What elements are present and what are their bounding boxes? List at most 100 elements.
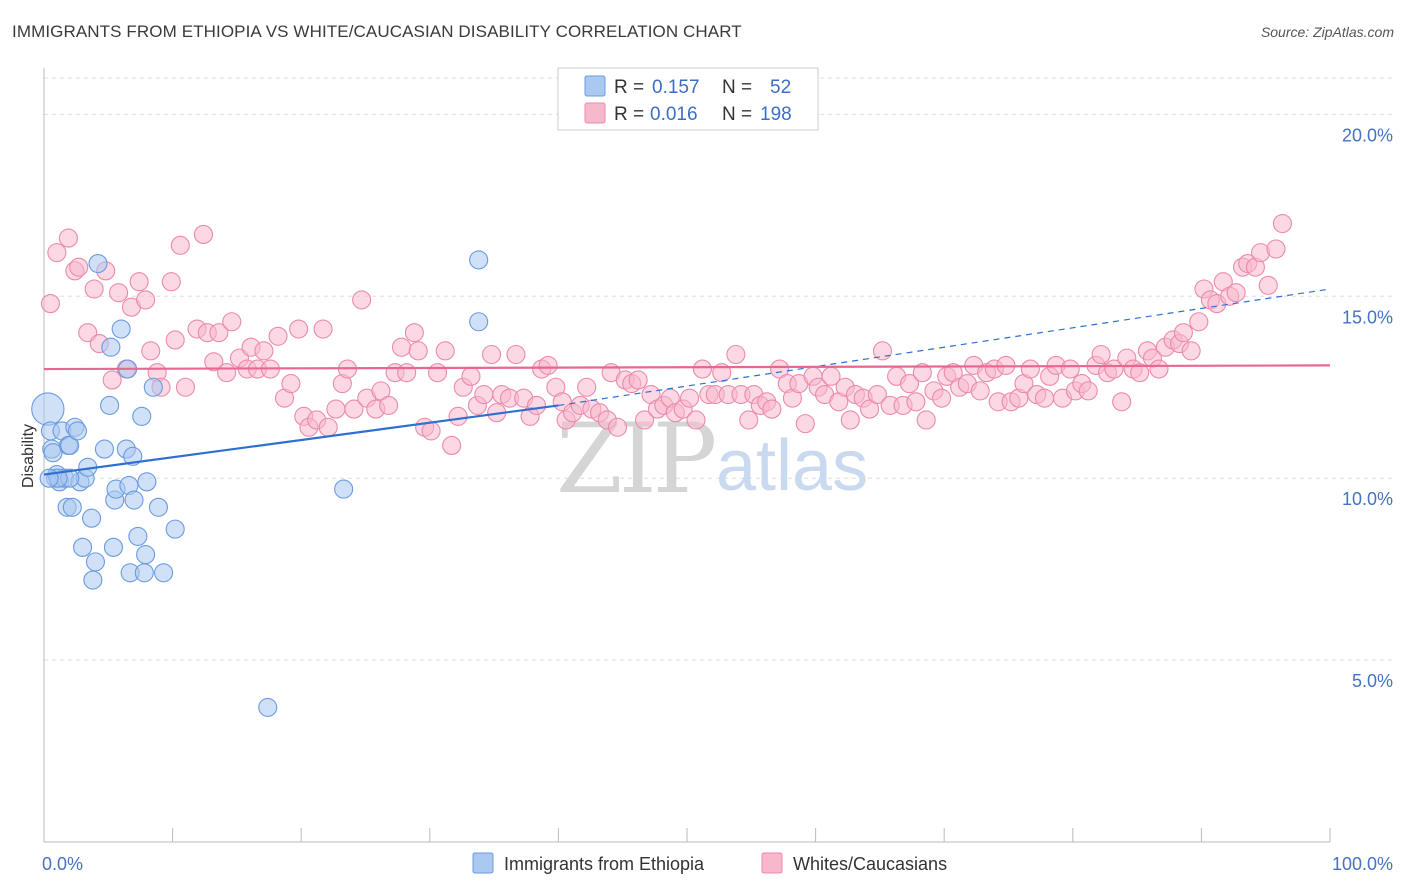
point-white-caucasian [69,257,89,277]
point-white-caucasian [318,417,338,437]
point-ethiopia [111,319,131,339]
point-ethiopia [469,250,489,270]
y-tick-label: 5.0% [1352,671,1393,691]
point-white-caucasian [222,312,242,332]
point-white-caucasian [635,410,655,430]
legend: R = 0.157 N = 52 R = 0.016 N = 198 [557,67,819,131]
point-ethiopia [85,552,105,572]
point-ethiopia [88,253,108,274]
point-white-caucasian [170,235,190,255]
point-white-caucasian [408,341,428,361]
point-ethiopia [124,490,144,510]
point-ethiopia [136,545,156,565]
point-white-caucasian [427,363,448,383]
point-white-caucasian [1226,283,1246,303]
y-tick-label: 10.0% [1342,489,1393,509]
legend-r-value-pink: 0.016 [650,104,698,125]
bottom-legend-label-blue: Immigrants from Ethiopia [504,854,705,874]
point-white-caucasian [102,370,122,390]
legend-n-label-pink: N = [722,104,752,125]
point-white-caucasian [136,290,156,310]
trend-line-ethiopia [43,404,559,476]
trend-line-white-caucasian [43,364,1331,371]
legend-n-value-pink: 198 [760,104,792,125]
point-white-caucasian [899,374,920,394]
point-white-caucasian [916,410,936,430]
point-white-caucasian [352,290,372,310]
point-ethiopia [39,468,59,488]
point-white-caucasian [84,279,104,299]
bottom-legend-label-pink: Whites/Caucasians [793,854,947,874]
point-white-caucasian [538,355,558,375]
point-ethiopia [101,337,121,357]
point-ethiopia [134,563,154,583]
point-ethiopia [123,446,143,466]
bottom-legend-swatch-blue [472,852,494,874]
point-ethiopia [137,472,157,492]
point-white-caucasian [1091,344,1111,365]
point-white-caucasian [474,384,494,405]
watermark-atlas: atlas [716,426,868,506]
point-ethiopia [148,497,169,517]
legend-n-label-blue: N = [722,77,752,98]
point-ethiopia [94,439,114,459]
point-white-caucasian [1112,392,1132,412]
point-white-caucasian [391,337,412,357]
point-white-caucasian [1181,341,1201,361]
point-white-caucasian [47,243,67,263]
point-white-caucasian [1020,359,1040,379]
watermark: ZIP atlas [556,403,868,515]
point-white-caucasian [686,410,706,430]
point-white-caucasian [204,352,224,372]
point-ethiopia [62,497,82,517]
point-white-caucasian [506,344,526,365]
point-white-caucasian [1034,388,1055,408]
point-ethiopia [73,537,93,557]
point-white-caucasian [1266,239,1286,259]
point-white-caucasian [313,319,333,339]
point-white-caucasian [762,399,782,419]
chart-source: Source: ZipAtlas.com [1260,24,1394,40]
point-white-caucasian [281,374,301,394]
point-ethiopia [143,377,163,397]
point-white-caucasian [161,272,181,292]
point-white-caucasian [867,384,887,405]
point-white-caucasian [129,272,149,292]
point-white-caucasian [628,370,648,390]
point-white-caucasian [209,323,229,343]
legend-swatch-pink [584,102,606,124]
point-white-caucasian [840,410,860,430]
point-white-caucasian [379,395,399,415]
y-tick-label: 15.0% [1342,307,1393,327]
point-ethiopia [334,479,354,499]
point-white-caucasian [1130,363,1150,383]
bottom-legend: Immigrants from Ethiopia Whites/Caucasia… [472,852,947,874]
point-ethiopia [132,406,152,426]
point-white-caucasian [254,341,274,361]
point-ethiopia [82,508,102,528]
point-white-caucasian [175,377,196,397]
point-white-caucasian [1272,213,1292,234]
point-white-caucasian [193,224,214,244]
point-white-caucasian [109,283,129,303]
point-white-caucasian [680,388,700,408]
point-white-caucasian [1173,323,1193,343]
point-ethiopia [100,395,120,415]
x-tick-label: 100.0% [1332,854,1393,874]
point-ethiopia [165,519,185,539]
point-white-caucasian [970,381,990,401]
point-white-caucasian [1149,359,1169,379]
point-white-caucasian [795,414,815,434]
point-ethiopia [103,537,123,557]
point-white-caucasian [577,377,597,397]
point-white-caucasian [448,406,468,426]
point-white-caucasian [932,388,952,408]
point-white-caucasian [1189,312,1209,332]
point-white-caucasian [692,359,712,379]
point-white-caucasian [906,392,926,412]
trend-layer [43,288,1331,476]
point-white-caucasian [397,363,417,383]
point-white-caucasian [442,435,462,455]
legend-r-value-blue: 0.157 [652,77,700,98]
